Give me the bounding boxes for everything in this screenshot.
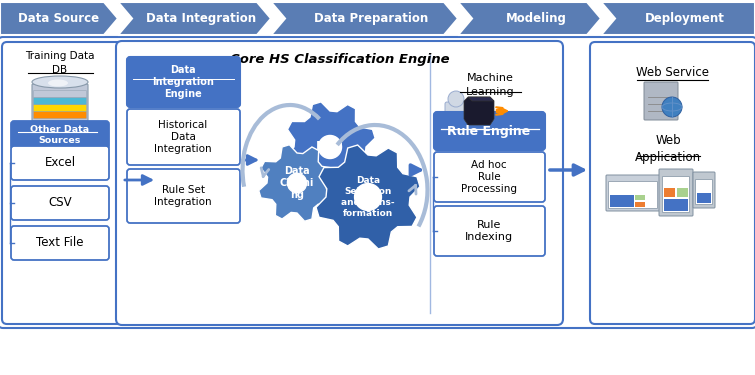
FancyBboxPatch shape (0, 37, 755, 328)
Polygon shape (464, 97, 494, 125)
FancyBboxPatch shape (693, 172, 715, 208)
FancyBboxPatch shape (610, 195, 634, 207)
Polygon shape (118, 2, 271, 35)
FancyBboxPatch shape (32, 84, 88, 121)
Polygon shape (468, 97, 494, 101)
FancyBboxPatch shape (606, 175, 660, 211)
FancyBboxPatch shape (664, 188, 675, 197)
FancyBboxPatch shape (11, 226, 109, 260)
FancyBboxPatch shape (33, 111, 87, 118)
FancyBboxPatch shape (11, 186, 109, 220)
FancyBboxPatch shape (677, 188, 688, 197)
Text: Data Preparation: Data Preparation (314, 12, 429, 25)
Text: Core HS Classification Engine: Core HS Classification Engine (230, 54, 450, 66)
FancyBboxPatch shape (590, 42, 755, 324)
Polygon shape (259, 145, 335, 221)
Polygon shape (0, 2, 118, 35)
Text: NLP: NLP (316, 141, 344, 153)
Circle shape (662, 97, 682, 117)
Text: Data
Cleani
ng: Data Cleani ng (280, 166, 314, 200)
FancyBboxPatch shape (434, 206, 545, 256)
Text: Machine
Learning: Machine Learning (466, 74, 514, 97)
FancyBboxPatch shape (127, 169, 240, 223)
Text: Excel: Excel (45, 156, 76, 170)
Text: Rule Engine: Rule Engine (448, 124, 531, 138)
FancyBboxPatch shape (434, 152, 545, 202)
Text: Data
Selection
and Trans-
formation: Data Selection and Trans- formation (341, 176, 395, 218)
FancyBboxPatch shape (635, 195, 645, 200)
FancyBboxPatch shape (127, 57, 240, 107)
Text: Web
Application: Web Application (635, 134, 701, 164)
Text: Data Source: Data Source (18, 12, 100, 25)
Ellipse shape (48, 80, 68, 87)
Text: Deployment: Deployment (645, 12, 725, 25)
FancyBboxPatch shape (662, 177, 689, 213)
FancyBboxPatch shape (659, 169, 693, 216)
FancyBboxPatch shape (2, 42, 124, 324)
FancyBboxPatch shape (33, 90, 87, 98)
Polygon shape (271, 2, 458, 35)
Text: Historical
Data
Integration: Historical Data Integration (154, 120, 212, 154)
Text: Rule Set
Integration: Rule Set Integration (154, 185, 212, 207)
Text: Training Data
DB: Training Data DB (25, 51, 94, 75)
Text: CSV: CSV (48, 196, 72, 210)
Circle shape (355, 183, 381, 210)
FancyBboxPatch shape (644, 82, 678, 120)
Polygon shape (285, 102, 375, 192)
Circle shape (448, 91, 464, 107)
FancyBboxPatch shape (116, 41, 563, 325)
FancyBboxPatch shape (697, 193, 711, 203)
Text: Rule
Indexing: Rule Indexing (465, 220, 513, 242)
Circle shape (319, 135, 341, 159)
FancyBboxPatch shape (664, 199, 688, 211)
FancyBboxPatch shape (434, 112, 545, 150)
Circle shape (288, 173, 307, 193)
Text: Data
Integration
Engine: Data Integration Engine (152, 64, 214, 99)
Text: Data Integration: Data Integration (146, 12, 257, 25)
FancyBboxPatch shape (127, 109, 240, 165)
Ellipse shape (32, 76, 88, 88)
FancyBboxPatch shape (33, 98, 87, 105)
FancyBboxPatch shape (11, 146, 109, 180)
Polygon shape (458, 2, 601, 35)
FancyBboxPatch shape (695, 180, 713, 204)
Text: Ad hoc
Rule
Processing: Ad hoc Rule Processing (461, 160, 517, 194)
Text: Text File: Text File (36, 237, 84, 249)
FancyBboxPatch shape (445, 102, 467, 134)
FancyBboxPatch shape (11, 121, 109, 149)
FancyBboxPatch shape (609, 182, 658, 209)
Text: Modeling: Modeling (506, 12, 567, 25)
Text: Other Data
Sources: Other Data Sources (30, 125, 90, 145)
Polygon shape (316, 145, 420, 249)
FancyBboxPatch shape (635, 202, 645, 207)
Polygon shape (601, 2, 755, 35)
FancyBboxPatch shape (33, 105, 87, 111)
Text: Web Service: Web Service (636, 66, 708, 80)
